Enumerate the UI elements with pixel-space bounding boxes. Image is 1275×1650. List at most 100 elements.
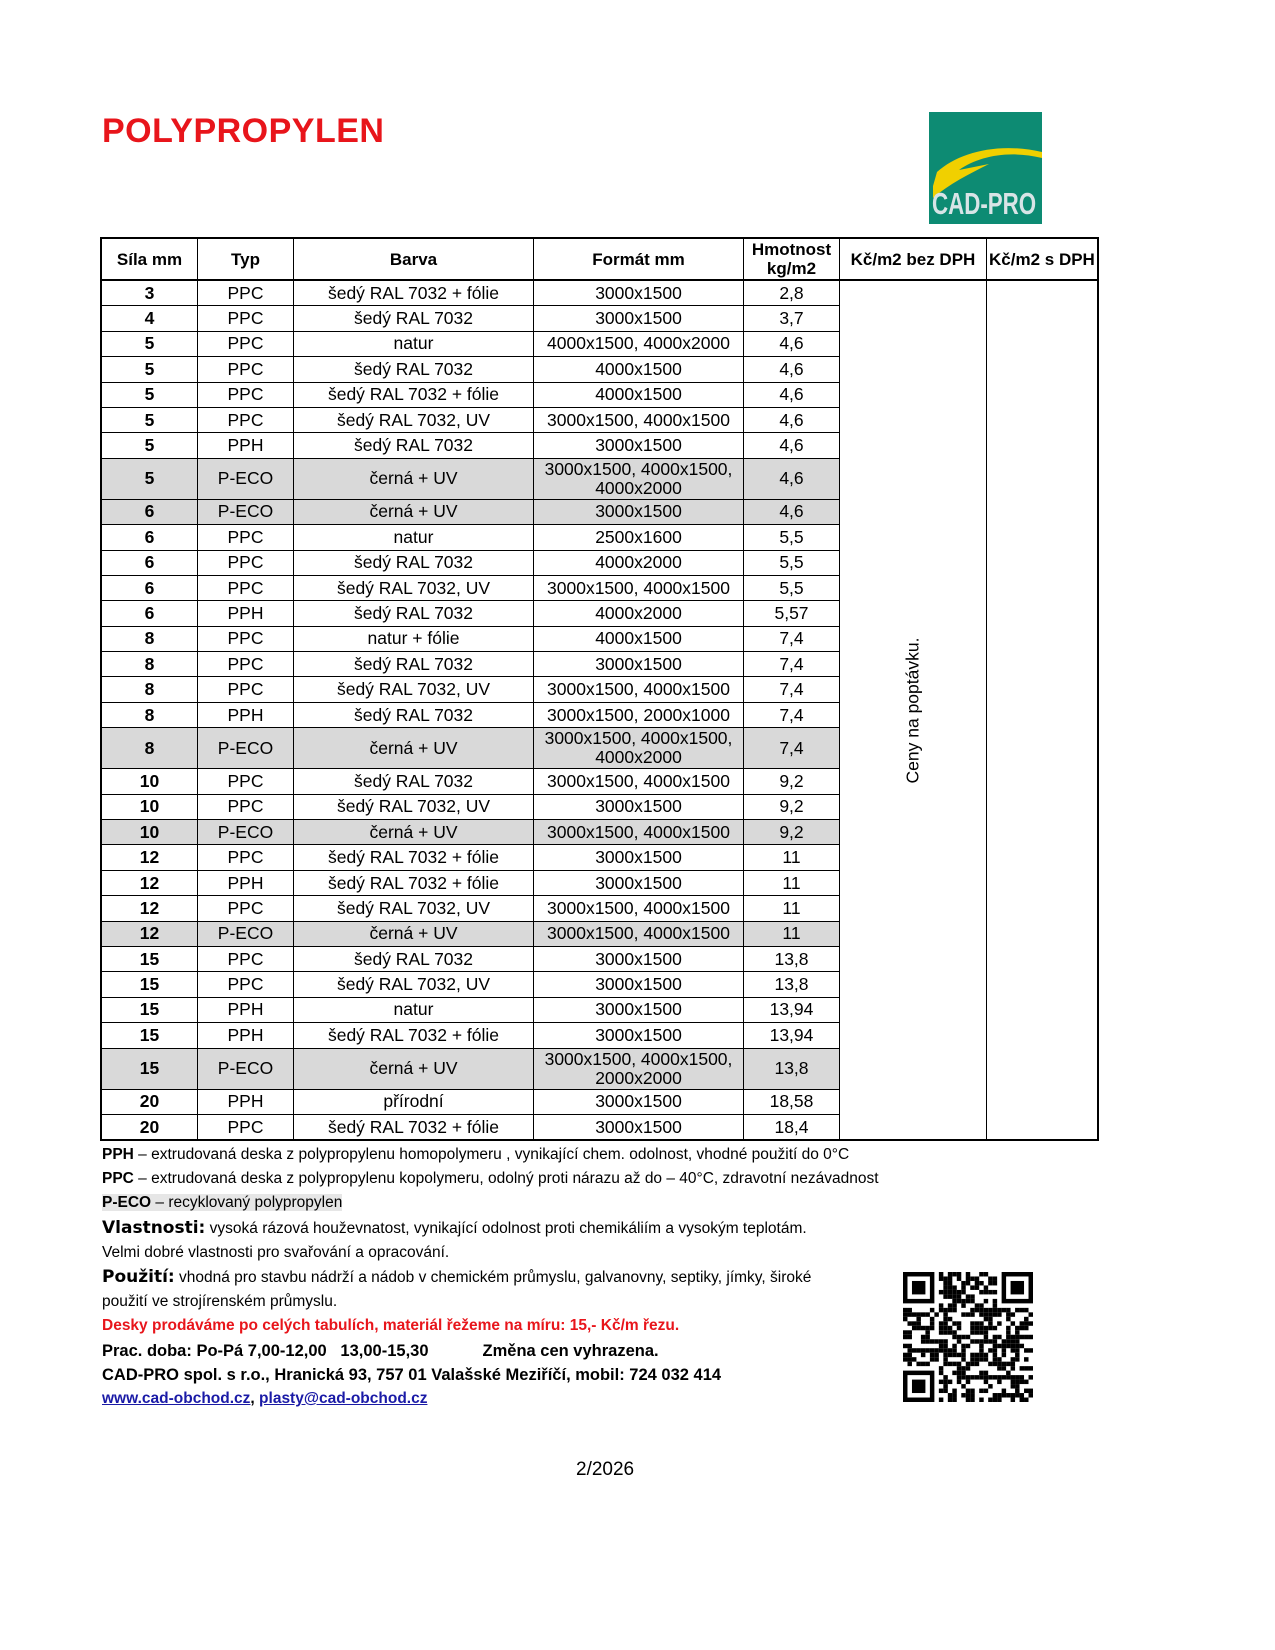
cell-color: šedý RAL 7032 (293, 600, 534, 627)
cell-color: šedý RAL 7032 (293, 549, 534, 576)
cell-type: PPC (197, 549, 294, 576)
cell-weight: 5,5 (743, 549, 840, 576)
cell-type: PPC (197, 676, 294, 703)
cell-format: 3000x1500 (533, 651, 744, 678)
cell-weight: 11 (743, 869, 840, 897)
cell-thickness: 8 (100, 676, 198, 703)
cell-thickness: 6 (100, 549, 198, 576)
table-row: 12 PPH šedý RAL 7032 + fólie 3000x1500 11 (100, 869, 1098, 897)
peco-label: P-ECO (102, 1194, 152, 1212)
table-row: 5 P-ECO černá + UV 3000x1500, 4000x1500, 40… (100, 457, 1098, 500)
cell-type: P-ECO (197, 457, 294, 500)
table-row: 10 PPC šedý RAL 7032 3000x1500, 4000x1500 9,… (100, 768, 1098, 795)
cell-color: šedý RAL 7032, UV (293, 895, 534, 922)
cell-type: PPC (197, 625, 294, 653)
cell-type: PPH (197, 1022, 294, 1049)
cell-thickness: 15 (100, 1022, 198, 1049)
cell-format: 4000x1500 (533, 381, 744, 408)
header-thickness: Síla mm (100, 237, 198, 281)
cell-color: šedý RAL 7032 (293, 701, 534, 729)
cell-weight: 4,6 (743, 330, 840, 358)
notes: PPH – extrudovaná deska z polypropylenu … (102, 1143, 902, 1411)
cell-type: PPH (197, 600, 294, 627)
cell-type: PPC (197, 945, 294, 973)
cell-format: 3000x1500, 4000x1500 (533, 574, 744, 602)
cell-color: šedý RAL 7032, UV (293, 971, 534, 998)
cell-format: 3000x1500 (533, 305, 744, 332)
cell-color: černá + UV (293, 498, 534, 526)
cell-thickness: 6 (100, 574, 198, 602)
pph-text: – extrudovaná deska z polypropylenu homo… (133, 1146, 850, 1163)
cell-color: šedý RAL 7032 + fólie (293, 1022, 534, 1049)
cell-format: 4000x1500, 4000x2000 (533, 330, 744, 358)
table-row: 12 P-ECO černá + UV 3000x1500, 4000x1500 11 (100, 920, 1098, 947)
peco-text: – recyklovaný polypropylen (151, 1194, 343, 1212)
cell-format: 3000x1500 (533, 279, 744, 307)
table-row: 4 PPC šedý RAL 7032 3000x1500 3,7 (100, 305, 1098, 332)
cell-color: černá + UV (293, 457, 534, 500)
cell-weight: 13,94 (743, 996, 840, 1024)
cell-weight: 9,2 (743, 768, 840, 795)
table-row: 8 PPC šedý RAL 7032 3000x1500 7,4 (100, 651, 1098, 678)
cell-format: 4000x1500 (533, 356, 744, 383)
price-table: Síla mm Typ Barva Formát mm Hmotnost kg/… (100, 237, 1099, 1142)
cell-type: P-ECO (197, 727, 294, 770)
cell-thickness: 5 (100, 356, 198, 383)
sale-note: Desky prodáváme po celých tabulích, mate… (102, 1317, 680, 1335)
cell-weight: 11 (743, 844, 840, 871)
cell-weight: 13,8 (743, 1047, 840, 1090)
cell-thickness: 10 (100, 768, 198, 795)
cell-type: PPC (197, 1113, 294, 1141)
cell-color: černá + UV (293, 819, 534, 846)
cell-color: natur (293, 330, 534, 358)
table-row: 8 PPH šedý RAL 7032 3000x1500, 2000x1000 7,4 (100, 701, 1098, 729)
table-row: 8 PPC natur + fólie 4000x1500 7,4 (100, 625, 1098, 653)
cell-weight: 9,2 (743, 819, 840, 846)
page-number: 2/2026 (576, 1459, 635, 1480)
email-link[interactable]: plasty@cad-obchod.cz (259, 1390, 428, 1408)
table-row: 5 PPC natur 4000x1500, 4000x2000 4,6 (100, 330, 1098, 358)
cell-weight: 11 (743, 920, 840, 947)
price-on-request-text: Ceny na poptávku. (902, 637, 923, 784)
cell-thickness: 15 (100, 1047, 198, 1090)
cell-weight: 4,6 (743, 498, 840, 526)
cell-thickness: 6 (100, 600, 198, 627)
cell-format: 3000x1500, 2000x1000 (533, 701, 744, 729)
website-link[interactable]: www.cad-obchod.cz (102, 1390, 251, 1408)
table-row: 10 P-ECO černá + UV 3000x1500, 4000x1500 9,2 (100, 819, 1098, 846)
cell-type: PPC (197, 844, 294, 871)
cell-weight: 11 (743, 895, 840, 922)
company-address: CAD-PRO spol. s r.o., Hranická 93, 757 0… (102, 1365, 722, 1384)
cell-weight: 2,8 (743, 279, 840, 307)
cell-weight: 7,4 (743, 651, 840, 678)
cell-color: šedý RAL 7032 + fólie (293, 381, 534, 408)
cell-format: 3000x1500 (533, 1022, 744, 1049)
cell-type: PPC (197, 330, 294, 358)
cell-color: šedý RAL 7032 (293, 356, 534, 383)
cell-type: PPC (197, 406, 294, 434)
cell-type: PPC (197, 356, 294, 383)
cell-format: 4000x1500 (533, 625, 744, 653)
cell-thickness: 8 (100, 727, 198, 770)
cell-type: PPH (197, 996, 294, 1024)
pouziti-text-2: použití ve strojírenském průmyslu. (102, 1293, 338, 1311)
cell-format: 3000x1500, 4000x1500, 4000x2000 (533, 457, 744, 500)
cell-thickness: 15 (100, 971, 198, 998)
cell-thickness: 12 (100, 869, 198, 897)
cell-thickness: 5 (100, 457, 198, 500)
cell-weight: 7,4 (743, 625, 840, 653)
cell-weight: 13,8 (743, 945, 840, 973)
cell-weight: 3,7 (743, 305, 840, 332)
cell-type: PPC (197, 895, 294, 922)
table-row: 6 PPC šedý RAL 7032, UV 3000x1500, 4000x150… (100, 574, 1098, 602)
header-price-without-vat: Kč/m2 bez DPH (839, 237, 987, 281)
cell-format: 3000x1500, 4000x1500 (533, 768, 744, 795)
cell-thickness: 6 (100, 498, 198, 526)
vlastnosti-label: Vlastnosti: (102, 1217, 206, 1238)
price-on-request-cell: Ceny na poptávku. (839, 279, 987, 1141)
cell-type: PPC (197, 574, 294, 602)
pouziti-label: Použití: (102, 1267, 175, 1288)
cell-color: šedý RAL 7032, UV (293, 676, 534, 703)
table-row: 15 P-ECO černá + UV 3000x1500, 4000x1500, 2… (100, 1047, 1098, 1090)
